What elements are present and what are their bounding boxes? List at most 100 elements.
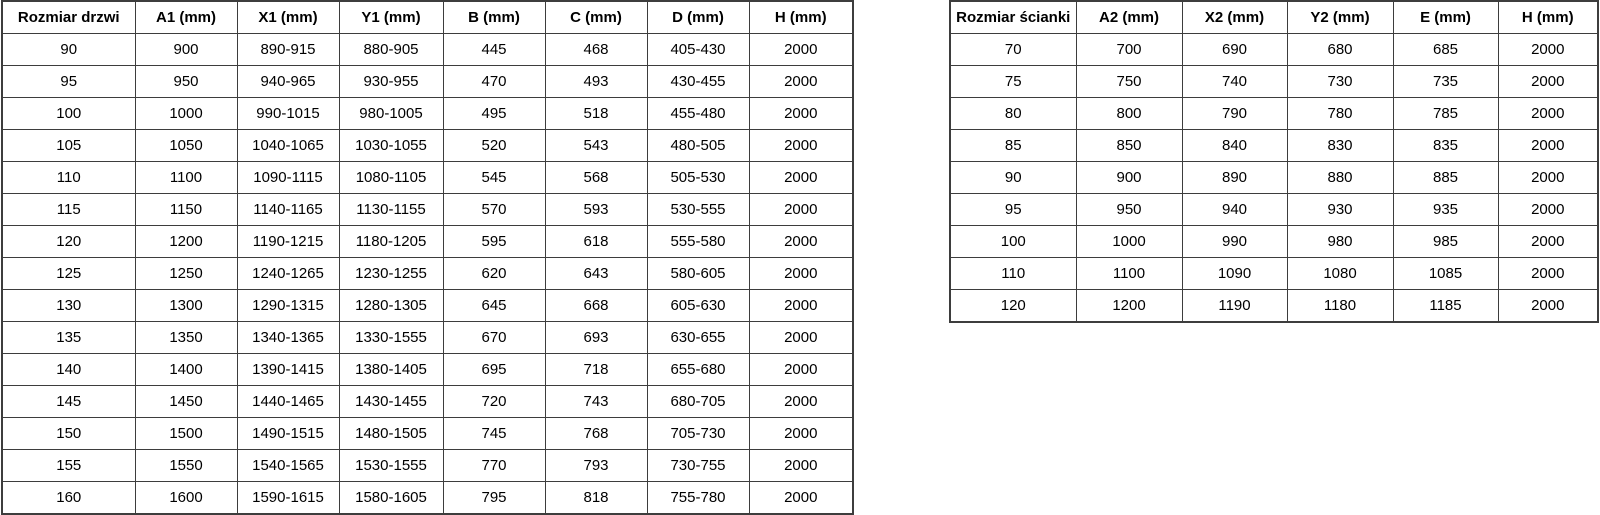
- table-cell: 1190-1215: [236, 225, 340, 258]
- table-row: 95 950 940 930 935 2000: [949, 193, 1599, 226]
- table-cell: 980: [1286, 225, 1394, 258]
- table-cell: 900: [1075, 161, 1183, 194]
- table-cell: 990: [1181, 225, 1288, 258]
- table-cell: 2000: [748, 257, 854, 290]
- table-cell: 940-965: [236, 65, 340, 98]
- table-cell: 1100: [134, 161, 238, 194]
- table-cell: 570: [442, 193, 546, 226]
- table-cell: 2000: [1497, 65, 1599, 98]
- table-row: 120 1200 1190 1180 1185 2000: [949, 289, 1599, 323]
- table-cell: 2000: [748, 225, 854, 258]
- table-cell: 980-1005: [338, 97, 444, 130]
- table-cell: 2000: [748, 97, 854, 130]
- table-cell: 2000: [1497, 97, 1599, 130]
- table-cell: 100: [1, 97, 136, 130]
- table-cell: 2000: [748, 65, 854, 98]
- table-cell: 150: [1, 417, 136, 450]
- table-cell: 685: [1392, 33, 1499, 66]
- table-cell: 730-755: [646, 449, 750, 482]
- table-row: 140 1400 1390-1415 1380-1405 695 718 655-680 20…: [1, 353, 854, 386]
- table-cell: 890-915: [236, 33, 340, 66]
- table-cell: 593: [544, 193, 648, 226]
- table-cell: 1290-1315: [236, 289, 340, 322]
- table-cell: 645: [442, 289, 546, 322]
- column-header: X2 (mm): [1181, 0, 1288, 34]
- table-cell: 1090-1115: [236, 161, 340, 194]
- table-cell: 1030-1055: [338, 129, 444, 162]
- table-cell: 780: [1286, 97, 1394, 130]
- table-cell: 740: [1181, 65, 1288, 98]
- table-row: 145 1450 1440-1465 1430-1455 720 743 680-705 20…: [1, 385, 854, 418]
- table-row: 130 1300 1290-1315 1280-1305 645 668 605-630 20…: [1, 289, 854, 322]
- table-cell: 1300: [134, 289, 238, 322]
- table-cell: 880-905: [338, 33, 444, 66]
- table-cell: 120: [949, 289, 1077, 323]
- table-cell: 105: [1, 129, 136, 162]
- table-cell: 818: [544, 481, 648, 515]
- table-cell: 95: [1, 65, 136, 98]
- table-cell: 1530-1555: [338, 449, 444, 482]
- table-cell: 1540-1565: [236, 449, 340, 482]
- table-cell: 1190: [1181, 289, 1288, 323]
- table-cell: 493: [544, 65, 648, 98]
- column-header: A2 (mm): [1075, 0, 1183, 34]
- table-cell: 1600: [134, 481, 238, 515]
- table-row: 100 1000 990 980 985 2000: [949, 225, 1599, 258]
- table-cell: 718: [544, 353, 648, 386]
- table-row: 135 1350 1340-1365 1330-1555 670 693 630-655 20…: [1, 321, 854, 354]
- wall-panel-sizes-table: Rozmiar ścianki A2 (mm) X2 (mm) Y2 (mm) E (m…: [949, 0, 1599, 323]
- table-cell: 2000: [748, 385, 854, 418]
- table-cell: 520: [442, 129, 546, 162]
- door-table-header-row: Rozmiar drzwi A1 (mm) X1 (mm) Y1 (mm) B (mm)…: [1, 0, 854, 34]
- table-cell: 668: [544, 289, 648, 322]
- table-cell: 445: [442, 33, 546, 66]
- table-cell: 1040-1065: [236, 129, 340, 162]
- table-row: 95 950 940-965 930-955 470 493 430-455 2000: [1, 65, 854, 98]
- table-cell: 785: [1392, 97, 1499, 130]
- table-cell: 455-480: [646, 97, 750, 130]
- table-cell: 900: [134, 33, 238, 66]
- table-cell: 700: [1075, 33, 1183, 66]
- table-cell: 568: [544, 161, 648, 194]
- table-cell: 990-1015: [236, 97, 340, 130]
- table-cell: 1240-1265: [236, 257, 340, 290]
- table-row: 80 800 790 780 785 2000: [949, 97, 1599, 130]
- table-cell: 1180-1205: [338, 225, 444, 258]
- column-header: A1 (mm): [134, 0, 238, 34]
- table-cell: 120: [1, 225, 136, 258]
- table-cell: 2000: [748, 289, 854, 322]
- table-cell: 840: [1181, 129, 1288, 162]
- table-cell: 1280-1305: [338, 289, 444, 322]
- table-cell: 85: [949, 129, 1077, 162]
- table-cell: 1390-1415: [236, 353, 340, 386]
- table-row: 110 1100 1090-1115 1080-1105 545 568 505-530 20…: [1, 161, 854, 194]
- column-header: X1 (mm): [236, 0, 340, 34]
- table-cell: 680: [1286, 33, 1394, 66]
- table-cell: 655-680: [646, 353, 750, 386]
- table-cell: 2000: [748, 353, 854, 386]
- table-cell: 2000: [748, 33, 854, 66]
- table-cell: 90: [949, 161, 1077, 194]
- table-cell: 2000: [748, 321, 854, 354]
- column-header: Rozmiar drzwi: [1, 0, 136, 34]
- table-cell: 80: [949, 97, 1077, 130]
- table-row: 120 1200 1190-1215 1180-1205 595 618 555-580 20…: [1, 225, 854, 258]
- table-cell: 2000: [748, 193, 854, 226]
- table-row: 85 850 840 830 835 2000: [949, 129, 1599, 162]
- table-cell: 985: [1392, 225, 1499, 258]
- table-row: 155 1550 1540-1565 1530-1555 770 793 730-755 20…: [1, 449, 854, 482]
- table-cell: 1440-1465: [236, 385, 340, 418]
- table-cell: 693: [544, 321, 648, 354]
- table-cell: 2000: [1497, 225, 1599, 258]
- table-cell: 695: [442, 353, 546, 386]
- table-cell: 1180: [1286, 289, 1394, 323]
- table-cell: 790: [1181, 97, 1288, 130]
- table-cell: 70: [949, 33, 1077, 66]
- table-row: 70 700 690 680 685 2000: [949, 33, 1599, 66]
- table-row: 160 1600 1590-1615 1580-1605 795 818 755-780 20…: [1, 481, 854, 515]
- table-cell: 130: [1, 289, 136, 322]
- table-cell: 140: [1, 353, 136, 386]
- table-cell: 880: [1286, 161, 1394, 194]
- table-row: 110 1100 1090 1080 1085 2000: [949, 257, 1599, 290]
- table-cell: 1000: [134, 97, 238, 130]
